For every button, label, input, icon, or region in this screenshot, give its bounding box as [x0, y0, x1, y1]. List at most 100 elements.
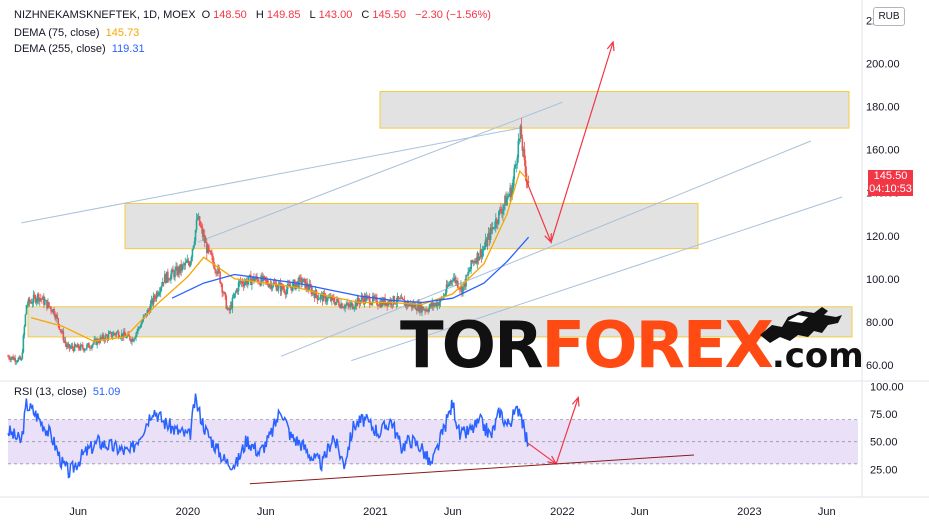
candle-body [75, 346, 78, 348]
candle-body [234, 292, 237, 294]
candle-body [495, 218, 498, 224]
candle-body [58, 324, 61, 330]
candle-body [412, 303, 415, 307]
candle-body [307, 287, 310, 290]
time-axis[interactable]: Jun 2020 Jun 2021 Jun 2022 Jun 2023 Jun [69, 506, 835, 518]
candle-body [275, 283, 278, 291]
channel-line [351, 196, 843, 362]
candle-body [498, 210, 500, 224]
candle-body [251, 279, 253, 286]
candle-body [245, 279, 248, 285]
rsi-legend[interactable]: RSI (13, close) 51.09 [14, 386, 123, 398]
candle-body [284, 292, 287, 295]
candle-body [105, 335, 108, 337]
candle-body [280, 284, 283, 292]
candle-body [68, 344, 71, 349]
rsi-forecast-arrow-head [571, 396, 580, 407]
candle-body [51, 310, 53, 313]
open-label: O [201, 9, 211, 21]
candle-body [188, 263, 191, 267]
last-price-label: 145.50 [873, 170, 908, 182]
candle-body [385, 302, 387, 306]
candle-body [503, 204, 505, 209]
candle-body [334, 302, 336, 305]
rsi-tick-label: 50.00 [870, 437, 898, 449]
candle-body [77, 344, 80, 349]
candle-body [37, 294, 40, 302]
candle-body [314, 290, 317, 299]
candle-body [190, 256, 193, 262]
candle-body [45, 300, 47, 301]
candle-body [508, 195, 510, 197]
candle-body [313, 293, 316, 299]
watermark-logo: TORFOREX.com [400, 312, 864, 380]
candle-body [449, 280, 452, 284]
candle-body [212, 255, 214, 263]
candle-body [410, 303, 413, 308]
candle-body [136, 331, 138, 334]
candle-body [209, 250, 211, 252]
candle-body [328, 296, 331, 298]
rsi-tick-label: 75.00 [870, 409, 898, 421]
currency-button[interactable]: RUB [873, 7, 905, 26]
symbol-label[interactable]: NIZHNEKAMSKNEFTEK, 1D, MOEX [14, 9, 196, 21]
candle-body [279, 283, 282, 292]
candle-body [56, 314, 58, 318]
candle-body [386, 302, 388, 306]
time-tick-label: Jun [257, 506, 275, 518]
candle-body [303, 278, 305, 280]
candle-body [510, 187, 512, 198]
candle-body [249, 275, 251, 276]
candle-body [487, 232, 490, 238]
candle-body [391, 304, 394, 306]
pane-separator[interactable] [0, 0, 929, 498]
candle-body [250, 275, 252, 286]
candle-body [526, 181, 529, 183]
candle-body [265, 279, 268, 281]
candle-body [236, 289, 239, 292]
candle-body [158, 292, 161, 294]
symbol-legend[interactable]: NIZHNEKAMSKNEFTEK, 1D, MOEX O 148.50 H 149… [14, 9, 494, 21]
candle-body [254, 279, 256, 282]
candle-body [241, 281, 244, 285]
candle-body [373, 295, 375, 299]
candle-body [70, 345, 73, 348]
candle-body [259, 282, 261, 286]
rsi-value: 51.09 [92, 386, 121, 398]
candle-body [437, 302, 440, 306]
candle-body [174, 269, 176, 278]
candle-body [237, 282, 240, 292]
candle-body [171, 269, 173, 275]
candle-body [333, 297, 335, 303]
candle-body [518, 138, 521, 141]
candle-body [294, 280, 296, 290]
price-axis[interactable]: 60.0080.00100.00120.00140.00160.00180.00… [866, 15, 900, 371]
candle-body [336, 298, 338, 302]
candle-body [18, 356, 21, 359]
candle-body [98, 342, 100, 344]
candle-body [417, 303, 419, 311]
candle-body [202, 234, 205, 237]
candle-body [14, 357, 16, 362]
candle-body [302, 278, 304, 283]
candle-body [398, 298, 401, 300]
candle-body [200, 226, 203, 228]
candle-body [290, 287, 292, 289]
rsi-axis[interactable]: 25.00 50.00 75.00 100.00 [870, 381, 904, 476]
candle-body [162, 282, 165, 283]
candle-body [348, 305, 351, 307]
candle-body [114, 333, 117, 335]
candle-body [27, 298, 30, 305]
candle-body [300, 277, 302, 284]
candle-body [137, 327, 139, 332]
candle-body [514, 165, 517, 169]
candle-body [344, 305, 346, 308]
candle-body [357, 297, 360, 302]
candle-body [96, 339, 98, 345]
low-label: L [309, 9, 316, 21]
candle-body [345, 304, 347, 306]
dema255-legend[interactable]: DEMA (255, close) 119.31 [14, 43, 148, 55]
bull-icon [760, 307, 842, 343]
candle-body [396, 296, 399, 303]
dema75-legend[interactable]: DEMA (75, close) 145.73 [14, 27, 142, 39]
